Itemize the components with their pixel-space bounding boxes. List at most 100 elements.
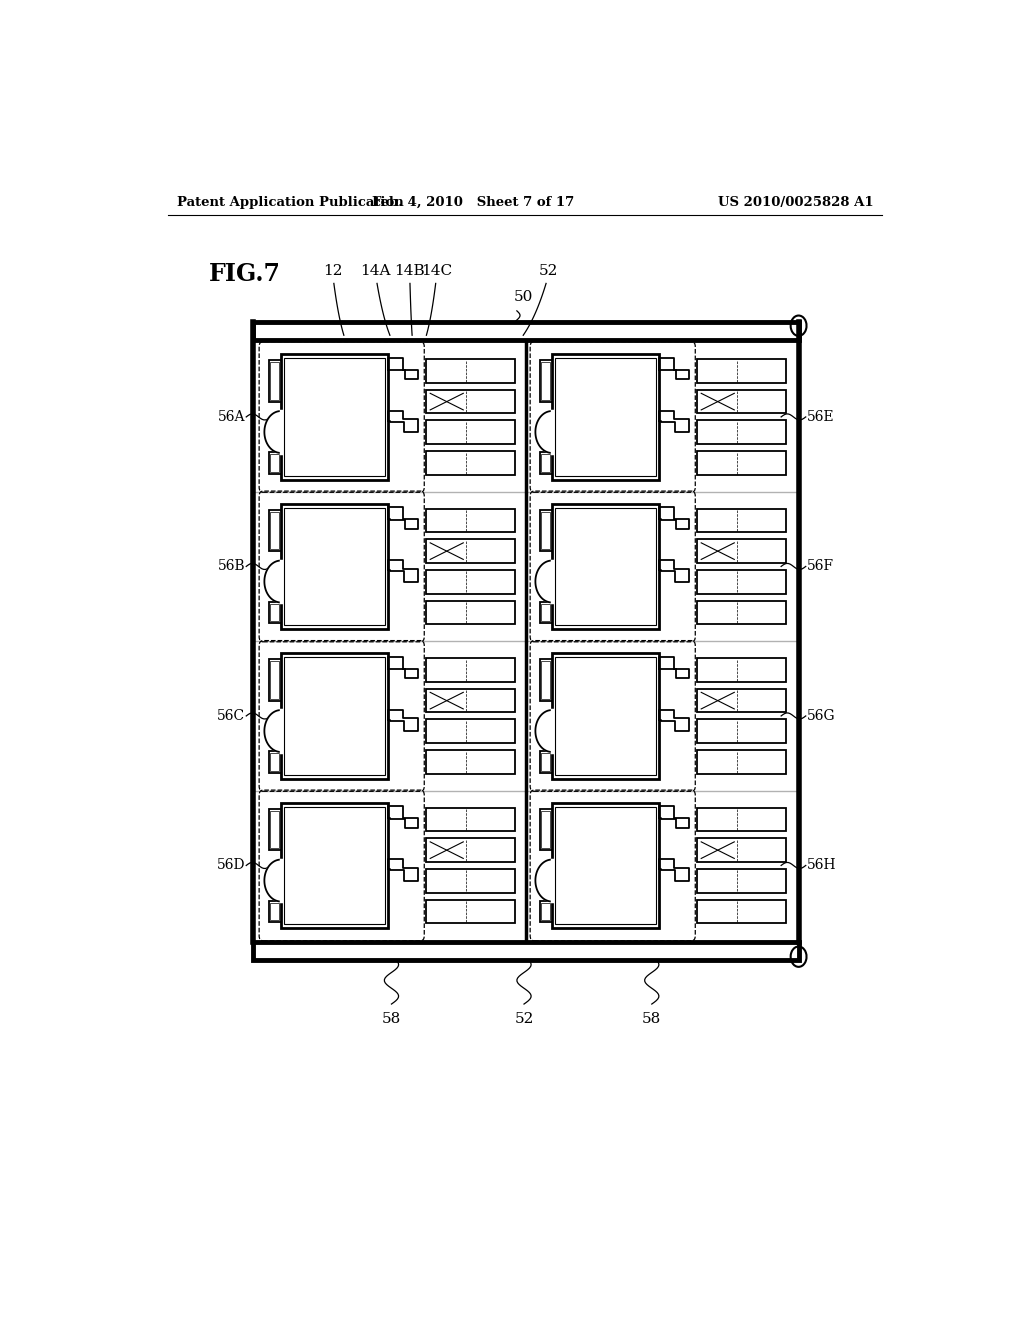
Bar [268, 809, 281, 850]
Bar [281, 354, 388, 479]
Bar [426, 689, 515, 713]
Text: 12: 12 [323, 264, 342, 279]
Bar [696, 808, 786, 832]
Bar [270, 454, 280, 471]
Bar [253, 942, 799, 961]
Text: 50: 50 [513, 290, 532, 304]
Bar [541, 810, 550, 849]
Bar [696, 899, 786, 923]
Text: 56H: 56H [807, 858, 836, 873]
Text: 56E: 56E [807, 411, 835, 424]
Bar [696, 869, 786, 892]
Bar [426, 389, 515, 413]
Bar [696, 838, 786, 862]
Bar [253, 322, 799, 341]
Bar [541, 661, 550, 698]
Bar [284, 508, 385, 626]
Bar [541, 603, 550, 622]
Text: 56D: 56D [217, 858, 246, 873]
Text: 56F: 56F [807, 560, 834, 573]
Bar [540, 451, 552, 474]
Bar [540, 360, 552, 401]
Bar [268, 659, 281, 701]
Polygon shape [264, 411, 281, 453]
Bar [426, 359, 515, 383]
Bar [540, 510, 552, 552]
Bar [426, 508, 515, 532]
Bar [540, 900, 552, 923]
Bar [426, 899, 515, 923]
Bar [541, 754, 550, 771]
Bar [696, 570, 786, 594]
Bar [696, 508, 786, 532]
Bar [555, 807, 655, 924]
Bar [552, 803, 658, 928]
Bar [426, 750, 515, 774]
Polygon shape [536, 561, 552, 602]
Bar [426, 838, 515, 862]
Bar [696, 389, 786, 413]
Bar [284, 358, 385, 475]
Bar [284, 657, 385, 775]
Bar [426, 601, 515, 624]
Text: Patent Application Publication: Patent Application Publication [177, 195, 403, 209]
Bar [552, 653, 658, 779]
Bar [268, 602, 281, 623]
Text: 56G: 56G [807, 709, 836, 723]
Polygon shape [264, 561, 281, 602]
Text: 52: 52 [539, 264, 558, 279]
Bar [270, 754, 280, 771]
Bar [540, 602, 552, 623]
Bar [555, 657, 655, 775]
Text: 56C: 56C [217, 709, 246, 723]
Bar [696, 689, 786, 713]
Bar [541, 454, 550, 471]
Bar [696, 540, 786, 562]
Text: 52: 52 [514, 1012, 534, 1026]
Bar [426, 869, 515, 892]
Text: 14C: 14C [421, 264, 453, 279]
Bar [270, 810, 280, 849]
Bar [270, 903, 280, 920]
Bar [268, 900, 281, 923]
Polygon shape [264, 710, 281, 752]
Bar [270, 512, 280, 549]
Bar [540, 659, 552, 701]
Text: 56A: 56A [218, 411, 246, 424]
Text: 14B: 14B [394, 264, 425, 279]
Bar [555, 508, 655, 626]
Bar [426, 451, 515, 475]
Bar [268, 510, 281, 552]
Bar [696, 420, 786, 444]
Text: US 2010/0025828 A1: US 2010/0025828 A1 [719, 195, 873, 209]
Bar [696, 659, 786, 682]
Bar [281, 653, 388, 779]
Bar [281, 803, 388, 928]
Bar [696, 719, 786, 743]
Bar [284, 807, 385, 924]
Bar [696, 451, 786, 475]
Bar [696, 750, 786, 774]
Bar [540, 809, 552, 850]
Bar [426, 420, 515, 444]
Polygon shape [536, 710, 552, 752]
Bar [426, 659, 515, 682]
Text: 58: 58 [642, 1012, 662, 1026]
Bar [268, 751, 281, 772]
Bar [270, 661, 280, 698]
Text: FIG.7: FIG.7 [209, 263, 281, 286]
Text: 56B: 56B [218, 560, 246, 573]
Text: Feb. 4, 2010   Sheet 7 of 17: Feb. 4, 2010 Sheet 7 of 17 [372, 195, 574, 209]
Bar [541, 512, 550, 549]
Bar [552, 354, 658, 479]
Bar [552, 504, 658, 630]
Bar [426, 719, 515, 743]
Polygon shape [264, 859, 281, 902]
Text: 58: 58 [382, 1012, 401, 1026]
Bar [426, 570, 515, 594]
Bar [541, 362, 550, 400]
Polygon shape [536, 411, 552, 453]
Bar [696, 359, 786, 383]
Bar [555, 358, 655, 475]
Bar [426, 808, 515, 832]
